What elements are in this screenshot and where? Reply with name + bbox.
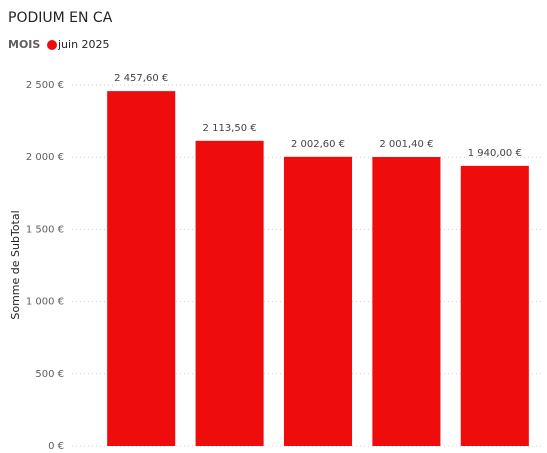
data-label: 2 001,40 € xyxy=(379,139,433,150)
bar xyxy=(460,165,529,446)
y-tick-label: 2 000 € xyxy=(26,152,64,163)
y-tick-label: 1 000 € xyxy=(26,297,64,308)
y-tick-label: 2 500 € xyxy=(26,80,64,91)
data-label: 1 940,00 € xyxy=(468,148,522,159)
bar xyxy=(195,140,264,446)
chart-title: PODIUM EN CA xyxy=(8,10,113,26)
data-label: 2 457,60 € xyxy=(114,73,168,84)
y-tick-label: 500 € xyxy=(35,369,64,380)
legend-label: juin 2025 xyxy=(57,38,110,51)
bar xyxy=(283,156,353,446)
data-label: 2 002,60 € xyxy=(291,139,345,150)
y-tick-label: 0 € xyxy=(48,441,64,452)
legend-marker xyxy=(47,40,57,50)
y-axis-label: Somme de SubTotal xyxy=(9,210,22,319)
bar xyxy=(372,156,441,446)
data-label: 2 113,50 € xyxy=(203,123,257,134)
y-tick-label: 1 500 € xyxy=(26,224,64,235)
bar xyxy=(107,91,176,446)
legend-title: MOIS xyxy=(8,38,40,51)
